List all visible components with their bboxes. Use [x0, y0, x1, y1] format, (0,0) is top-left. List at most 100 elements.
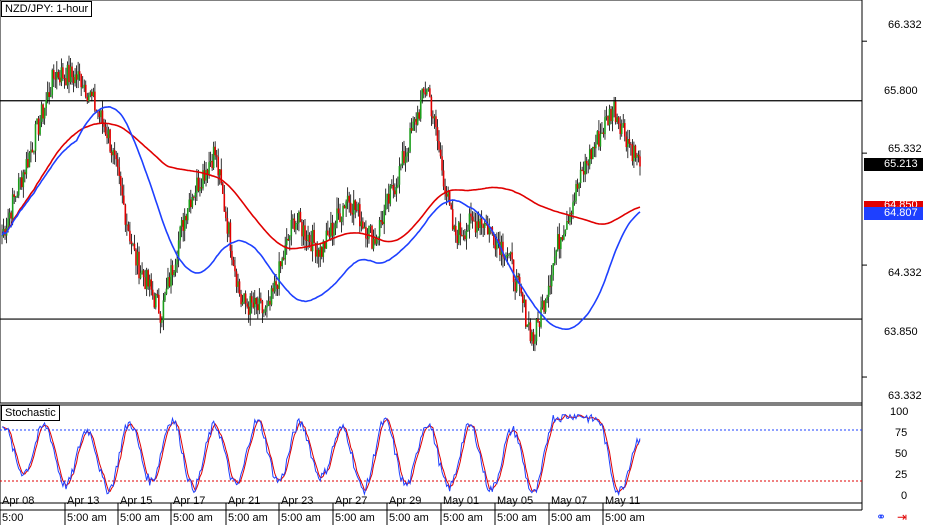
- candle-body: [537, 319, 539, 322]
- candle-body: [505, 255, 507, 259]
- candle-body: [42, 104, 44, 119]
- date-label: May 01: [443, 495, 480, 507]
- candle-body: [228, 222, 230, 234]
- candle-body: [276, 285, 279, 289]
- candle-body: [145, 270, 148, 290]
- candle-body: [313, 229, 315, 243]
- candle-body: [384, 199, 387, 211]
- time-label: 5:00 am: [228, 512, 268, 524]
- candle-body: [308, 234, 311, 243]
- candle-body: [561, 237, 564, 240]
- stoch-tick-50: 50: [895, 448, 908, 460]
- candle-body: [191, 196, 194, 208]
- candle-body: [593, 146, 596, 149]
- candle-body: [319, 247, 322, 257]
- candle-body: [214, 146, 216, 156]
- last-price-tag: 65.213: [864, 158, 923, 171]
- candle-body: [556, 234, 559, 251]
- candle-body: [305, 239, 308, 241]
- candle-body: [129, 230, 131, 242]
- candle-body: [190, 199, 192, 208]
- candle-body: [404, 156, 407, 164]
- candle-body: [352, 200, 355, 215]
- candle-body: [623, 123, 626, 137]
- candle-body: [177, 240, 180, 260]
- scroll-to-end-icon[interactable]: ⇥: [896, 510, 908, 524]
- candle-body: [74, 74, 76, 84]
- candle-body: [109, 129, 111, 152]
- candle-body: [24, 172, 26, 175]
- candle-body: [591, 146, 594, 159]
- candle-body: [628, 138, 631, 144]
- date-label: May 11: [605, 495, 641, 507]
- candle-body: [17, 178, 20, 196]
- stoch-tick-0: 0: [901, 490, 908, 502]
- candle-body: [81, 87, 84, 89]
- candle-body: [444, 186, 446, 194]
- candle-body: [52, 70, 55, 79]
- candle-body: [39, 121, 41, 135]
- candle-body: [19, 177, 22, 179]
- candle-body: [584, 160, 586, 175]
- candle-body: [351, 212, 354, 215]
- candle-body: [188, 199, 191, 209]
- candle-body: [60, 67, 63, 83]
- candle-body: [397, 184, 399, 188]
- link-chain-icon[interactable]: ⚭: [875, 510, 887, 524]
- candle-body: [57, 71, 60, 78]
- candle-body: [127, 224, 130, 231]
- candle-body: [459, 222, 462, 235]
- candle-body: [631, 144, 634, 162]
- candle-body: [410, 128, 413, 131]
- candle-body: [625, 136, 628, 148]
- candle-body: [573, 200, 576, 203]
- candle-body: [585, 160, 588, 164]
- candle-body: [596, 131, 599, 145]
- candle-body: [159, 313, 162, 323]
- candle-body: [430, 96, 433, 117]
- stochastic-k-line: [1, 413, 641, 497]
- candle-body: [260, 298, 262, 302]
- candle-body: [563, 233, 565, 240]
- time-label: 5:00 am: [173, 512, 213, 524]
- candle-body: [266, 305, 268, 308]
- candle-body: [392, 184, 395, 191]
- candle-body: [473, 220, 475, 222]
- candle-body: [13, 194, 15, 197]
- candle-body: [220, 169, 223, 184]
- candle-body: [1, 235, 3, 237]
- candle-body: [307, 234, 309, 241]
- candle-body: [441, 156, 443, 171]
- date-label: Apr 08: [2, 495, 35, 507]
- price-tick-65332: 65.332: [888, 143, 922, 155]
- candle-body: [246, 303, 248, 307]
- candle-body: [115, 154, 118, 160]
- candle-body: [590, 149, 593, 159]
- candle-body: [366, 238, 369, 240]
- candle-body: [458, 222, 460, 244]
- candle-body: [540, 307, 542, 327]
- date-label: Apr 23: [281, 495, 314, 507]
- candle-body: [544, 299, 547, 312]
- candle-body: [179, 226, 181, 241]
- candle-body: [333, 228, 335, 236]
- time-label: 5:00 am: [443, 512, 483, 524]
- candle-body: [273, 281, 276, 292]
- candle-body: [154, 294, 157, 308]
- candle-body: [142, 270, 145, 278]
- candle-body: [587, 163, 590, 166]
- stoch-tick-75: 75: [895, 427, 908, 439]
- stochastic-label: Stochastic: [1, 405, 60, 421]
- candle-body: [470, 213, 472, 217]
- candle-body: [206, 169, 209, 175]
- candle-body: [110, 151, 113, 156]
- chart-title: NZD/JPY: 1-hour: [1, 1, 93, 17]
- candle-body: [151, 289, 154, 296]
- candle-body: [107, 129, 110, 139]
- candle-body: [474, 221, 477, 233]
- candle-body: [483, 223, 486, 228]
- candle-body: [627, 138, 629, 148]
- candle-body: [290, 220, 293, 237]
- candle-body: [194, 192, 197, 198]
- candle-body: [167, 277, 169, 289]
